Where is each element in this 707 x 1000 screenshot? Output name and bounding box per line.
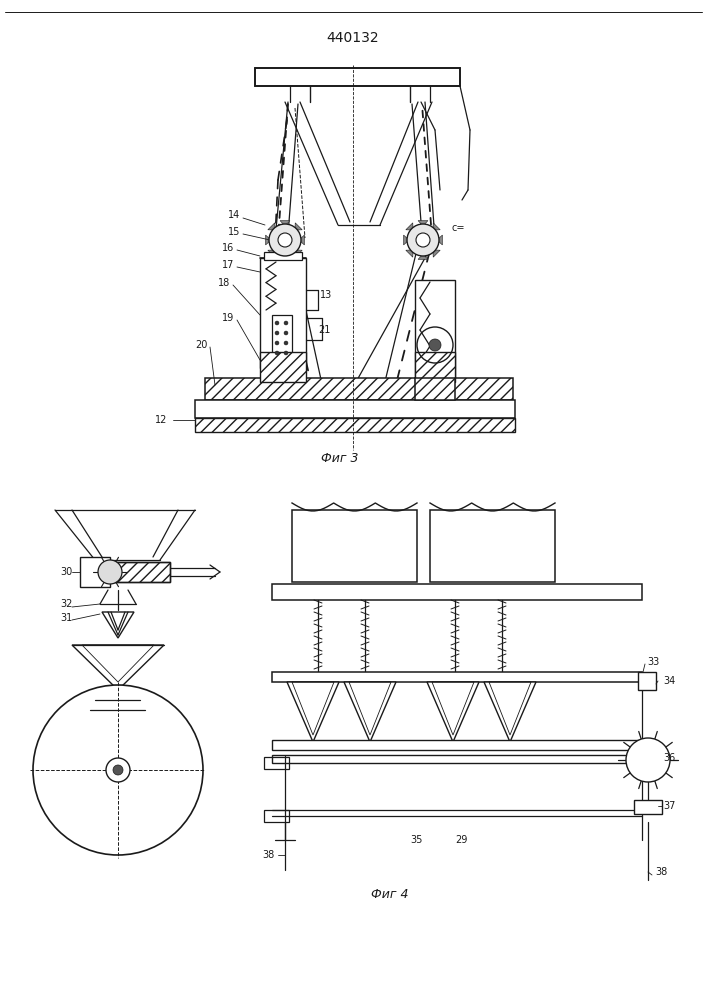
Text: 14: 14 <box>228 210 240 220</box>
Text: 17: 17 <box>222 260 235 270</box>
Text: 34: 34 <box>663 676 675 686</box>
Text: 18: 18 <box>218 278 230 288</box>
Polygon shape <box>295 223 302 230</box>
Text: 31: 31 <box>60 613 72 623</box>
Text: 35: 35 <box>410 835 422 845</box>
Bar <box>205 378 513 400</box>
Bar <box>195 400 515 418</box>
Polygon shape <box>437 235 443 245</box>
Circle shape <box>113 765 123 775</box>
Polygon shape <box>280 221 290 226</box>
Circle shape <box>275 331 279 335</box>
Text: 38: 38 <box>655 867 667 877</box>
Bar <box>634 800 662 814</box>
Polygon shape <box>287 682 339 742</box>
Polygon shape <box>268 250 275 257</box>
Polygon shape <box>295 250 302 257</box>
Bar <box>264 252 302 260</box>
Bar <box>260 352 306 382</box>
Bar <box>195 418 515 432</box>
Polygon shape <box>404 235 409 245</box>
Circle shape <box>275 341 279 345</box>
Text: Фиг 3: Фиг 3 <box>321 452 358 464</box>
Polygon shape <box>418 221 428 226</box>
Bar <box>430 510 555 582</box>
Bar <box>272 315 292 360</box>
Text: 29: 29 <box>455 835 467 845</box>
Text: Фиг 4: Фиг 4 <box>371 888 409 902</box>
Polygon shape <box>406 223 413 230</box>
Circle shape <box>278 233 292 247</box>
Polygon shape <box>406 250 413 257</box>
Circle shape <box>284 341 288 345</box>
Polygon shape <box>280 254 290 259</box>
Bar <box>90 562 170 582</box>
Circle shape <box>407 224 439 256</box>
Polygon shape <box>266 235 271 245</box>
Bar <box>272 740 642 750</box>
Bar <box>272 584 642 600</box>
Text: 21: 21 <box>318 325 330 335</box>
Text: 20: 20 <box>195 340 207 350</box>
Bar <box>90 562 170 582</box>
Text: c=: c= <box>452 223 465 233</box>
Polygon shape <box>484 682 536 742</box>
Circle shape <box>416 233 430 247</box>
Bar <box>415 352 455 382</box>
Circle shape <box>275 351 279 355</box>
Bar <box>272 755 642 763</box>
Bar <box>272 672 642 682</box>
Circle shape <box>284 331 288 335</box>
Circle shape <box>284 321 288 325</box>
Text: 38: 38 <box>262 850 274 860</box>
Text: 32: 32 <box>60 599 72 609</box>
Text: 15: 15 <box>228 227 240 237</box>
Circle shape <box>284 351 288 355</box>
Bar <box>80 557 110 587</box>
Bar <box>255 68 460 86</box>
Text: 13: 13 <box>320 290 332 300</box>
Bar <box>264 810 289 822</box>
Text: 33: 33 <box>647 657 659 667</box>
Bar <box>415 378 455 400</box>
Polygon shape <box>433 223 440 230</box>
Polygon shape <box>268 223 275 230</box>
Text: 12: 12 <box>155 415 168 425</box>
Text: 19: 19 <box>222 313 234 323</box>
Text: 16: 16 <box>222 243 234 253</box>
Bar <box>415 280 455 378</box>
Circle shape <box>626 738 670 782</box>
Bar <box>292 510 417 582</box>
Circle shape <box>275 321 279 325</box>
Circle shape <box>98 560 122 584</box>
Polygon shape <box>418 254 428 259</box>
Bar <box>260 258 306 368</box>
Text: 36: 36 <box>663 753 675 763</box>
Polygon shape <box>433 250 440 257</box>
Circle shape <box>33 685 203 855</box>
Circle shape <box>269 224 301 256</box>
Text: 30: 30 <box>60 567 72 577</box>
Circle shape <box>106 758 130 782</box>
Text: 440132: 440132 <box>327 31 380 45</box>
Text: 37: 37 <box>663 801 675 811</box>
Bar <box>638 672 656 690</box>
Polygon shape <box>299 235 305 245</box>
Polygon shape <box>344 682 396 742</box>
Circle shape <box>429 339 441 351</box>
Bar <box>264 757 289 769</box>
Polygon shape <box>427 682 479 742</box>
